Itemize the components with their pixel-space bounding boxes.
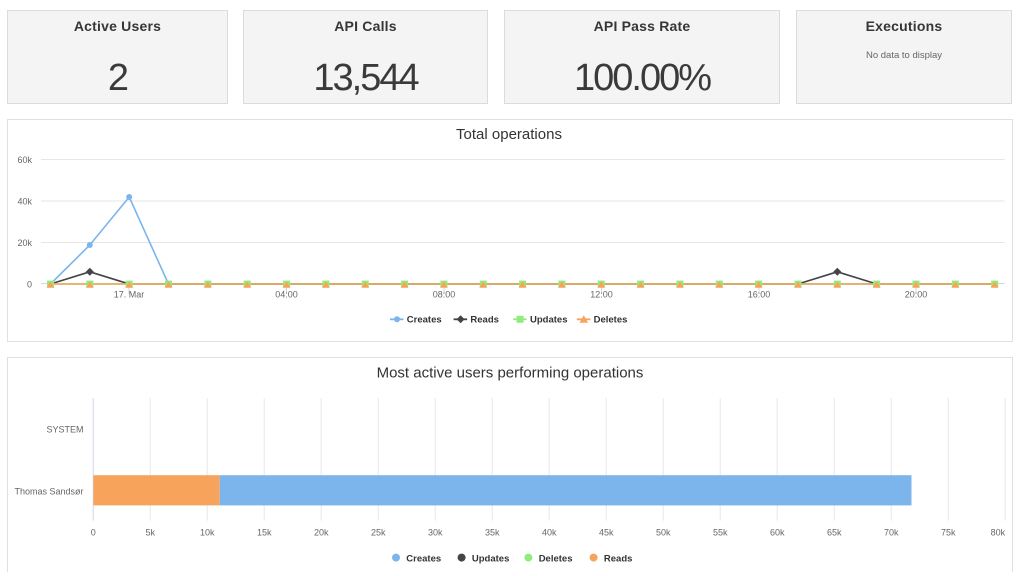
svg-text:75k: 75k xyxy=(941,528,956,538)
svg-text:20:00: 20:00 xyxy=(905,290,928,300)
svg-text:30k: 30k xyxy=(428,528,443,538)
svg-text:Total operations: Total operations xyxy=(456,126,562,143)
svg-text:Updates: Updates xyxy=(530,315,567,326)
svg-text:5k: 5k xyxy=(145,528,155,538)
svg-text:Creates: Creates xyxy=(407,315,442,326)
svg-text:40k: 40k xyxy=(542,528,557,538)
svg-text:SYSTEM: SYSTEM xyxy=(46,425,83,435)
svg-text:Deletes: Deletes xyxy=(594,315,628,326)
svg-text:16:00: 16:00 xyxy=(748,290,771,300)
svg-text:45k: 45k xyxy=(599,528,614,538)
svg-text:20k: 20k xyxy=(17,238,32,248)
svg-text:20k: 20k xyxy=(314,528,329,538)
svg-text:35k: 35k xyxy=(485,528,500,538)
svg-text:0: 0 xyxy=(91,528,96,538)
svg-text:Updates: Updates xyxy=(472,553,509,564)
svg-text:Thomas Sandsør: Thomas Sandsør xyxy=(14,487,83,497)
svg-text:Reads: Reads xyxy=(604,553,633,564)
svg-text:Deletes: Deletes xyxy=(539,553,573,564)
svg-text:65k: 65k xyxy=(827,528,842,538)
svg-text:10k: 10k xyxy=(200,528,215,538)
svg-text:08:00: 08:00 xyxy=(433,290,456,300)
svg-text:Most active users performing o: Most active users performing operations xyxy=(377,364,644,381)
svg-text:55k: 55k xyxy=(713,528,728,538)
svg-text:04:00: 04:00 xyxy=(275,290,298,300)
svg-text:0: 0 xyxy=(27,280,32,290)
svg-text:40k: 40k xyxy=(17,197,32,207)
svg-text:15k: 15k xyxy=(257,528,272,538)
svg-text:Reads: Reads xyxy=(470,315,499,326)
svg-text:60k: 60k xyxy=(770,528,785,538)
svg-text:70k: 70k xyxy=(884,528,899,538)
svg-text:80k: 80k xyxy=(991,528,1006,538)
svg-text:17. Mar: 17. Mar xyxy=(114,290,145,300)
svg-text:12:00: 12:00 xyxy=(590,290,613,300)
svg-text:25k: 25k xyxy=(371,528,386,538)
svg-text:50k: 50k xyxy=(656,528,671,538)
svg-text:Creates: Creates xyxy=(406,553,441,564)
svg-text:60k: 60k xyxy=(17,155,32,165)
